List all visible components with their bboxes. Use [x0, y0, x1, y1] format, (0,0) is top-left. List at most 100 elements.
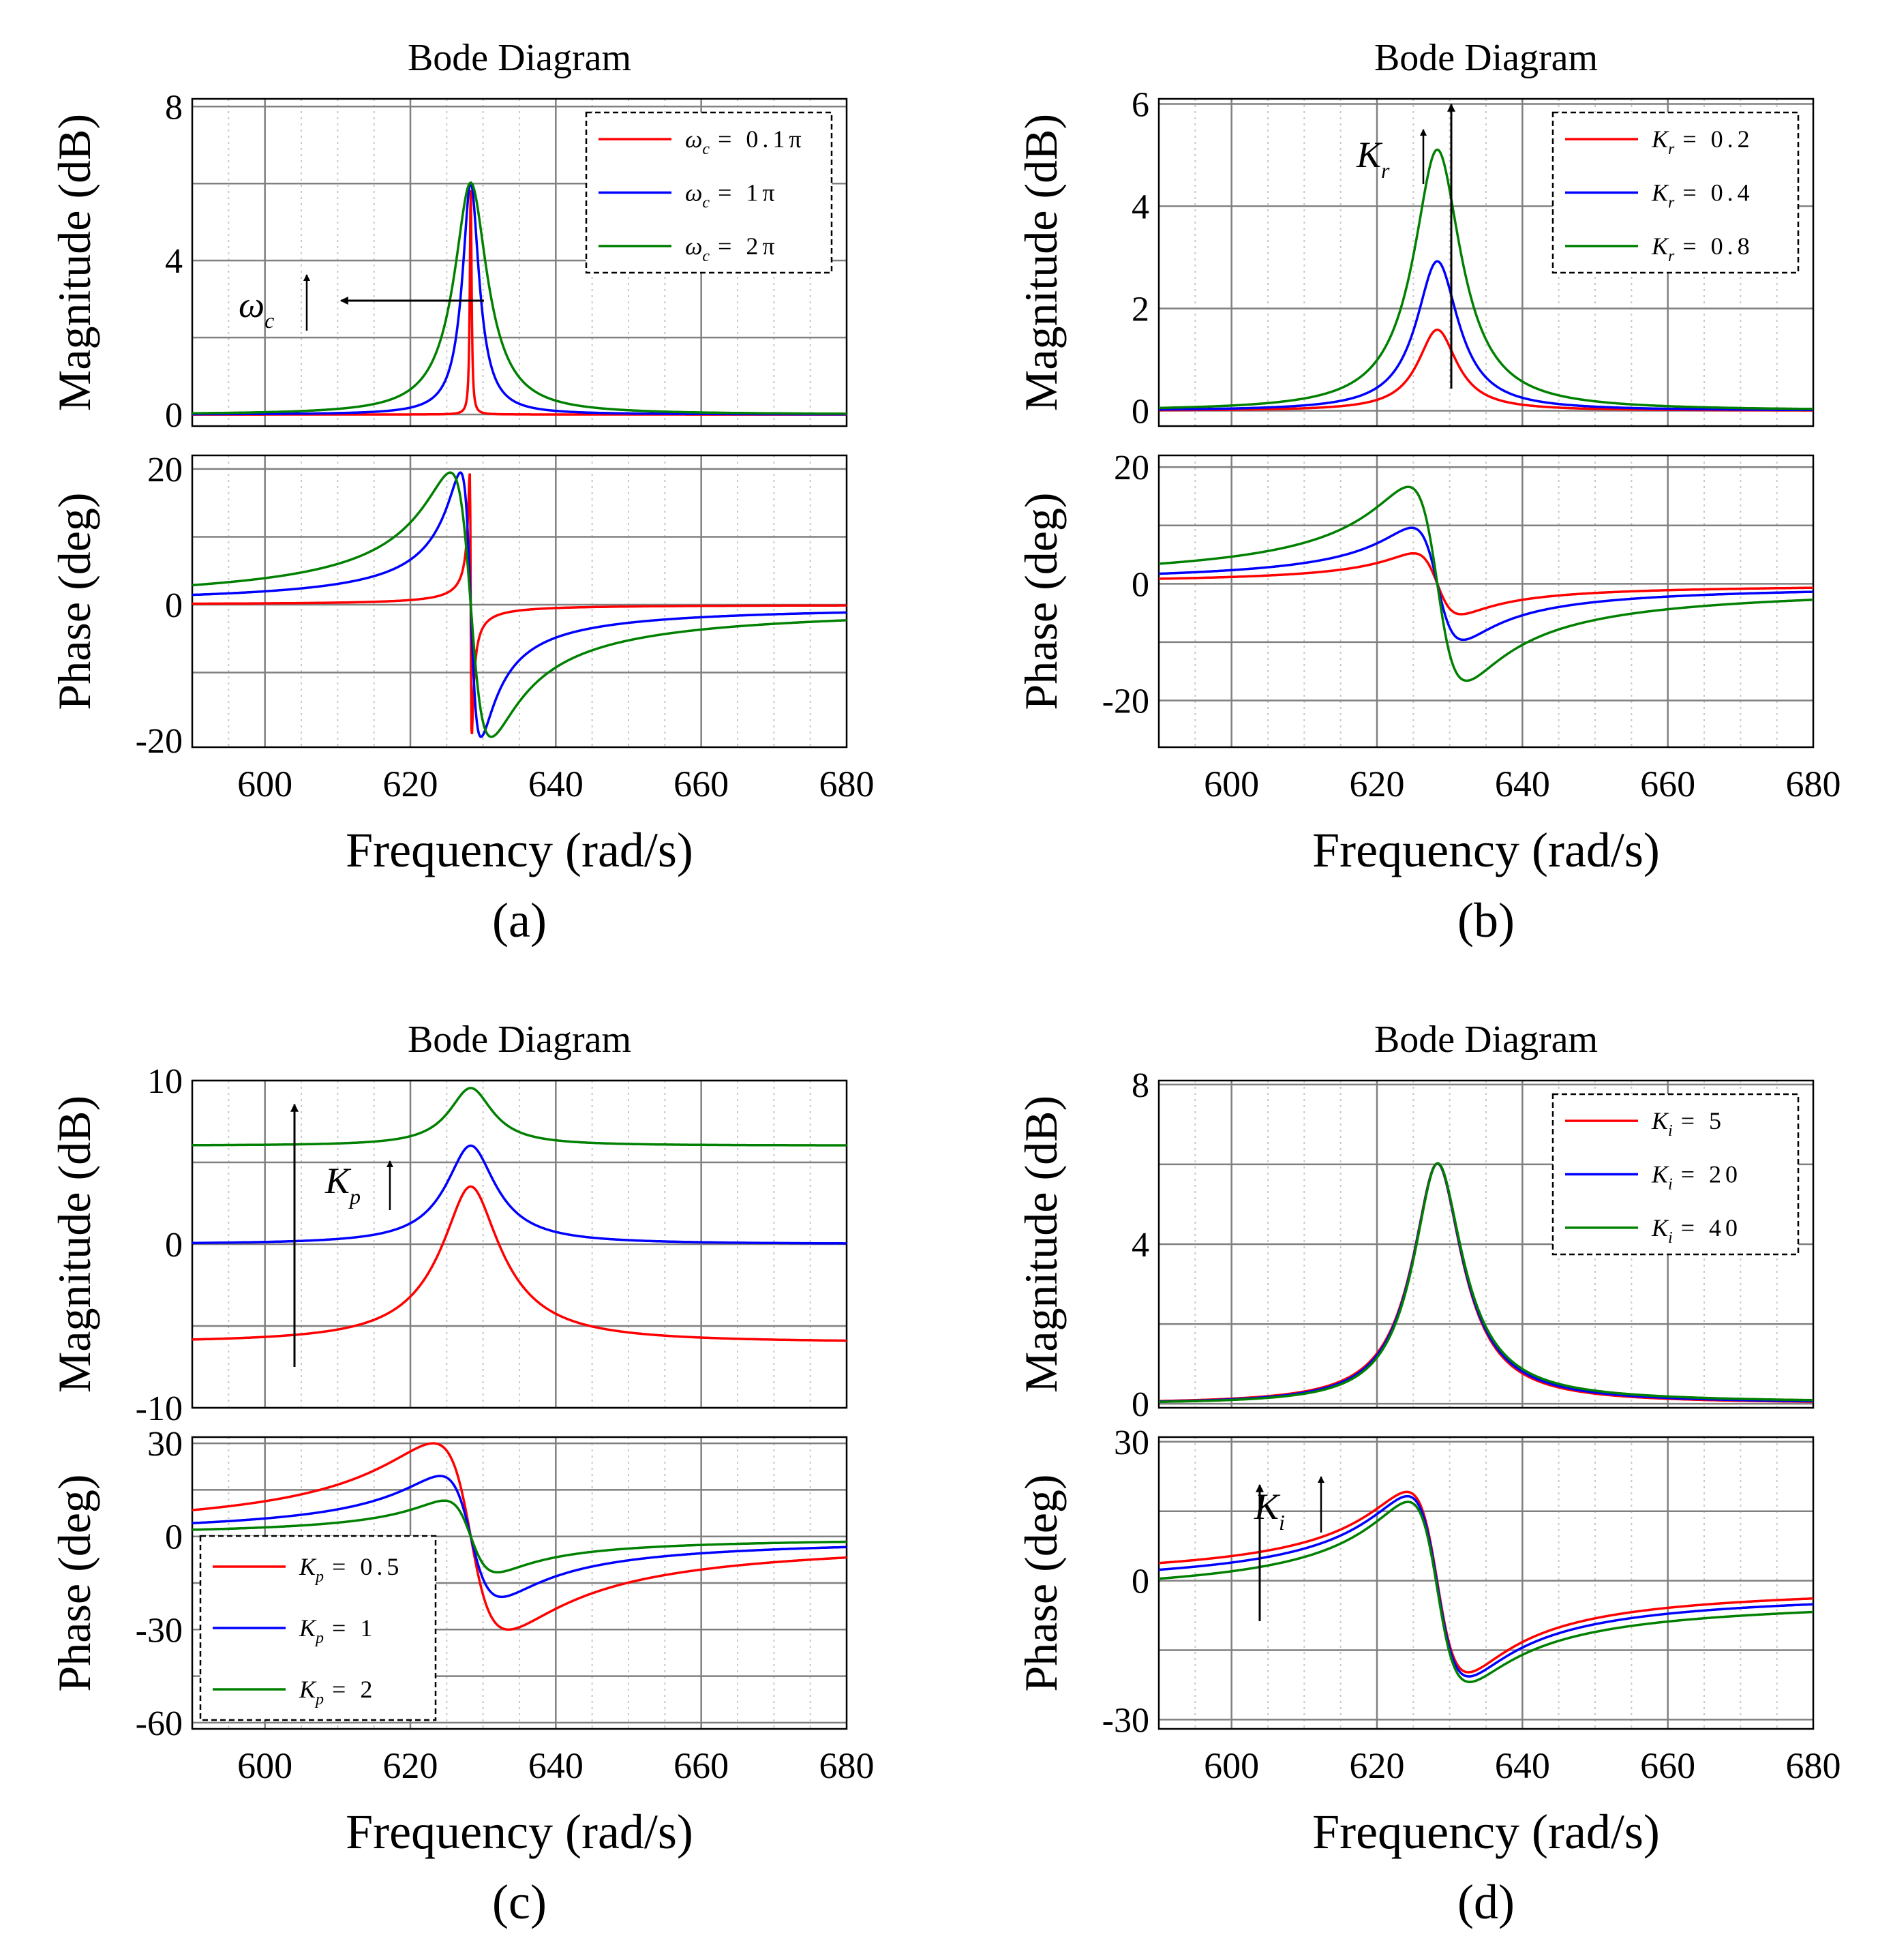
phase-series-2	[1159, 1494, 1814, 1678]
magnitude-frame	[191, 97, 848, 427]
magnitude-ytick-label: -10	[136, 1389, 183, 1428]
phase-series-3	[1158, 485, 1813, 682]
magnitude-ytick-label: 0	[165, 396, 183, 435]
magnitude-ytick-label: 4	[1132, 1226, 1149, 1265]
phase-ytick-label: -30	[136, 1611, 183, 1650]
legend-label: ωc = 1π	[685, 179, 779, 212]
phase-frame	[191, 454, 848, 749]
parameter-arrow-annotation: Kp	[290, 1103, 393, 1367]
magnitude-series-3	[1158, 148, 1813, 410]
legend-label: Kp = 0.5	[299, 1553, 403, 1586]
phase-ytick-label: -30	[1102, 1701, 1149, 1740]
magnitude-ytick-label: 4	[165, 242, 183, 281]
x-axis-label: Frequency (rad/s)	[346, 823, 693, 877]
x-tick-label: 660	[673, 1745, 729, 1786]
x-tick-label: 600	[1204, 764, 1259, 804]
legend-label: Kr = 0.8	[1651, 232, 1754, 265]
phase-axis-label: Phase (deg)	[48, 1474, 100, 1691]
phase-series-2	[192, 1475, 847, 1599]
legend-label: Kr = 0.2	[1651, 125, 1754, 158]
phase-ytick-label: 0	[165, 586, 183, 625]
x-tick-label: 680	[1786, 764, 1841, 804]
phase-ytick-label: 0	[1132, 565, 1149, 604]
phase-frame	[1157, 454, 1815, 749]
x-tick-label: 640	[1495, 1745, 1550, 1786]
x-axis-label: Frequency (rad/s)	[1312, 1805, 1660, 1859]
legend-label: Kp = 1	[299, 1614, 376, 1647]
phase-ytick-label: 30	[1114, 1423, 1149, 1462]
legend-label: Kr = 0.4	[1651, 179, 1754, 212]
phase-series-1	[192, 1442, 847, 1631]
phase-series-3	[192, 1499, 847, 1573]
magnitude-axis-label: Magnitude (dB)	[48, 1096, 100, 1393]
x-tick-label: 620	[1350, 1745, 1405, 1786]
chart-b: Bode Diagram 0 2 4 6 -20 0 20 Magnitude (dB) Phas…	[1015, 37, 1841, 948]
legend: Kp = 0.5 Kp = 1 Kp = 2	[199, 1535, 437, 1721]
magnitude-ytick-label: 0	[165, 1226, 183, 1265]
subplot-label: (c)	[492, 1875, 547, 1929]
parameter-arrow-annotation: Ki	[1254, 1476, 1324, 1621]
phase-series-3	[1159, 1501, 1813, 1683]
x-tick-label: 600	[1204, 1745, 1259, 1786]
magnitude-axis-label: Magnitude (dB)	[48, 114, 100, 411]
magnitude-ytick-label: 10	[147, 1062, 183, 1101]
x-tick-label: 600	[237, 1745, 292, 1786]
magnitude-frame	[1157, 1079, 1815, 1409]
subplot-label: (a)	[492, 893, 547, 948]
x-tick-label: 660	[1640, 764, 1695, 804]
parameter-arrow-annotation: Kr	[1356, 103, 1455, 389]
x-axis-label: Frequency (rad/s)	[346, 1805, 693, 1859]
legend-label: Ki = 20	[1651, 1161, 1742, 1194]
magnitude-axis-label: Magnitude (dB)	[1015, 1096, 1067, 1393]
magnitude-ytick-label: 0	[1132, 393, 1149, 432]
chart-title: Bode Diagram	[1374, 37, 1598, 79]
magnitude-series-3	[192, 181, 847, 415]
x-tick-label: 620	[383, 764, 438, 804]
phase-ytick-label: -20	[1102, 682, 1149, 721]
phase-axis-label: Phase (deg)	[1015, 492, 1067, 710]
magnitude-series-3	[192, 1087, 847, 1147]
magnitude-ytick-label: 4	[1132, 188, 1149, 227]
chart-title: Bode Diagram	[408, 1019, 631, 1061]
phase-ytick-label: 20	[1114, 449, 1149, 487]
annotation-label: Kr	[1356, 134, 1390, 183]
phase-series-2	[192, 471, 847, 738]
magnitude-ytick-label: 0	[1132, 1385, 1149, 1424]
magnitude-series-3	[1159, 1162, 1813, 1403]
chart-c: Bode Diagram -10 0 10 -60 -30 0 30 Magnitude (dB…	[48, 1019, 875, 1929]
phase-axis-label: Phase (deg)	[1015, 1474, 1067, 1691]
magnitude-axis-label: Magnitude (dB)	[1015, 114, 1067, 411]
phase-series-3	[192, 471, 847, 738]
phase-frame	[191, 1436, 848, 1730]
x-tick-label: 620	[383, 1745, 438, 1786]
chart-a: Bode Diagram 0 4 8 -20 0 20 Magnitude (dB) Phase…	[48, 37, 875, 948]
magnitude-ytick-label: 8	[165, 88, 183, 127]
parameter-arrow-annotation: ωc	[239, 274, 484, 333]
legend: Kr = 0.2 Kr = 0.4 Kr = 0.8	[1551, 111, 1800, 274]
subplot-label: (b)	[1457, 893, 1515, 948]
legend-label: ωc = 0.1π	[685, 125, 806, 158]
x-tick-label: 640	[1495, 764, 1550, 804]
phase-series-1	[1159, 1490, 1814, 1674]
legend-label: ωc = 2π	[685, 232, 779, 265]
magnitude-ytick-label: 2	[1132, 290, 1149, 329]
annotation-label: Kp	[324, 1160, 361, 1209]
phase-series-1	[1159, 552, 1813, 616]
subplot-label: (d)	[1457, 1875, 1515, 1929]
phase-series-2	[1158, 526, 1813, 642]
legend: Ki = 5 Ki = 20 Ki = 40	[1551, 1093, 1800, 1256]
annotation-label: ωc	[239, 284, 274, 333]
x-tick-label: 660	[673, 764, 729, 804]
phase-series-1	[192, 473, 847, 735]
x-tick-label: 660	[1640, 1745, 1695, 1786]
x-tick-label: 680	[1786, 1745, 1841, 1786]
chart-title: Bode Diagram	[1374, 1019, 1598, 1061]
magnitude-series-2	[192, 1144, 847, 1245]
annotation-label: Ki	[1254, 1486, 1285, 1535]
phase-frame	[1157, 1436, 1815, 1730]
phase-ytick-label: 30	[147, 1425, 183, 1464]
x-tick-label: 640	[528, 764, 584, 804]
magnitude-ytick-label: 8	[1132, 1066, 1149, 1105]
